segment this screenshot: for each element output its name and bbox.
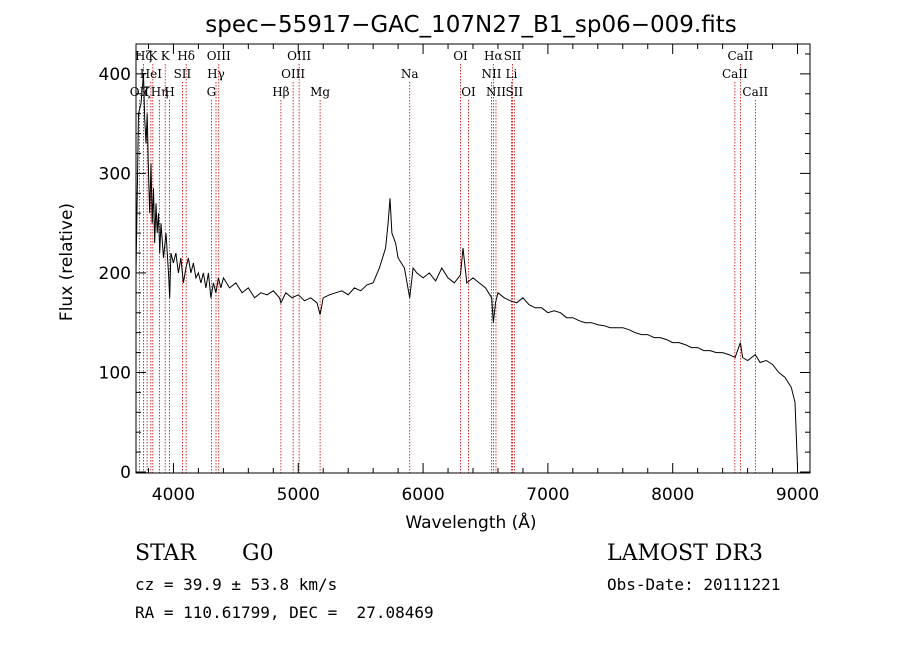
y-tick-label: 0 (120, 463, 131, 483)
x-tick-label: 6000 (401, 485, 444, 505)
x-axis-label: Wavelength (Å) (405, 511, 536, 533)
line-marker-label: SII (504, 49, 522, 63)
object-subclass: G0 (242, 541, 274, 566)
redshift-text: cz = 39.9 ± 53.8 km/s (135, 575, 338, 594)
line-marker-label: SII (505, 85, 523, 99)
line-marker-label: Li (506, 67, 518, 81)
emission-line-markers (138, 64, 756, 473)
line-marker-label: Na (401, 67, 419, 81)
coordinates-text: RA = 110.61799, DEC = 27.08469 (135, 603, 434, 622)
line-marker-label: OIII (281, 67, 305, 81)
y-axis-label: Flux (relative) (57, 203, 77, 321)
line-marker-label: CaII (742, 85, 768, 99)
line-marker-label: SII (174, 67, 192, 81)
obs-date-text: Obs-Date: 20111221 (607, 575, 781, 594)
y-tick-label: 200 (99, 264, 131, 284)
line-marker-label: OIII (287, 49, 311, 63)
line-marker-label: Hη (151, 85, 169, 99)
y-tick-label: 100 (99, 363, 131, 383)
line-marker-label: CaII (722, 67, 748, 81)
line-marker-label: K (161, 49, 171, 63)
plot-frame (135, 43, 811, 474)
y-tick-label: 400 (99, 65, 131, 85)
line-marker-label: ζ (144, 85, 151, 99)
line-marker-label: Hβ (272, 85, 289, 99)
y-axis-ticks: 0 100 200 300 400 (99, 53, 810, 483)
line-marker-label: NII (481, 67, 501, 81)
line-marker-label: Hζ (135, 49, 152, 63)
chart-title: spec−55917−GAC_107N27_B1_sp06−009.fits (205, 12, 736, 38)
line-marker-label: K (148, 49, 158, 63)
y-tick-label: 300 (99, 164, 131, 184)
x-tick-label: 7000 (526, 485, 569, 505)
x-axis-ticks: 4000 5000 6000 7000 8000 9000 (147, 44, 819, 505)
line-marker-label: Hα (484, 49, 503, 63)
x-tick-label: 4000 (152, 485, 195, 505)
emission-line-labels: OIIHζζHeIKHηKHSIIHδGHγOIIIHβOIIIOIIIMgNa… (130, 49, 769, 99)
spectrum-line (135, 73, 798, 468)
x-tick-label: 9000 (776, 485, 819, 505)
line-marker-label: G (207, 85, 217, 99)
line-marker-label: HeI (140, 67, 163, 81)
line-marker-label: H (164, 85, 174, 99)
line-marker-label: NII (486, 85, 506, 99)
x-tick-label: 5000 (277, 485, 320, 505)
line-marker-label: Hδ (177, 49, 195, 63)
survey-name: LAMOST DR3 (607, 541, 763, 566)
line-marker-label: OIII (207, 49, 231, 63)
line-marker-label: OI (453, 49, 468, 63)
line-marker-label: OI (461, 85, 476, 99)
line-marker-label: CaII (727, 49, 753, 63)
line-marker-label: Hγ (207, 67, 225, 81)
x-tick-label: 8000 (651, 485, 694, 505)
object-class: STAR (135, 541, 196, 566)
line-marker-label: Mg (310, 85, 330, 99)
